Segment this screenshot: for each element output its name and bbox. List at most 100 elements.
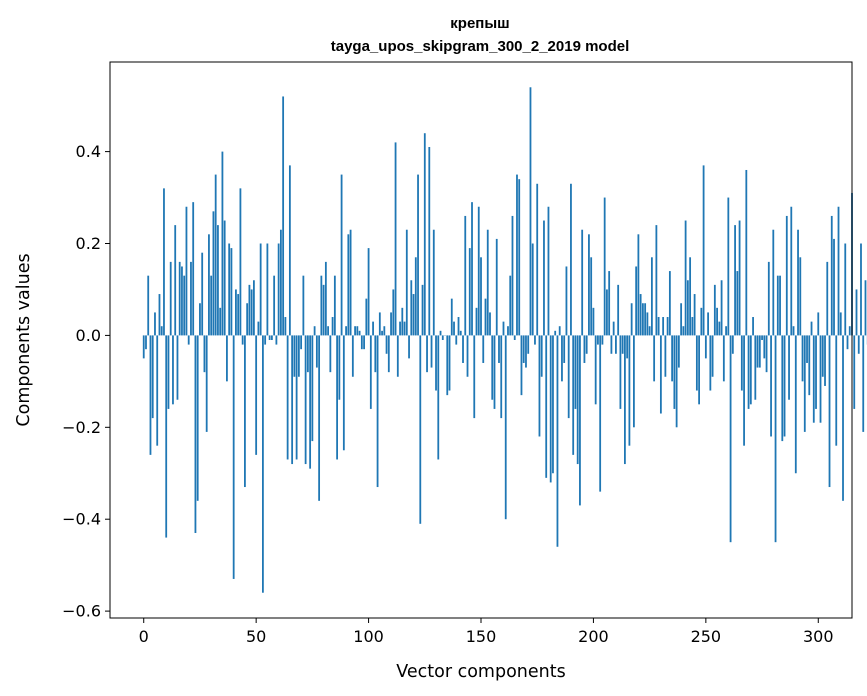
bar-90 (345, 326, 347, 336)
bar-141 (459, 330, 462, 336)
bar-126 (426, 335, 428, 373)
bar-108 (385, 335, 388, 354)
y-tick-label: 0.0 (76, 326, 101, 345)
bar-137 (450, 298, 453, 336)
bar-72 (304, 335, 307, 465)
bar-243 (689, 257, 692, 336)
bar-275 (761, 335, 763, 340)
bar-176 (538, 335, 541, 437)
bar-97 (360, 335, 363, 350)
bar-112 (394, 142, 397, 336)
bar-119 (410, 280, 413, 336)
bar-244 (691, 317, 694, 336)
bar-5 (154, 312, 156, 336)
bar-214 (624, 335, 626, 465)
bar-205 (603, 197, 606, 336)
bar-278 (767, 261, 770, 336)
bar-229 (657, 317, 660, 336)
x-tick-label: 0 (139, 627, 149, 646)
bar-49 (253, 280, 255, 336)
bar-172 (529, 87, 532, 336)
bar-106 (381, 330, 383, 336)
bar-187 (563, 335, 566, 363)
bar-297 (810, 321, 813, 336)
bar-198 (588, 234, 590, 336)
bar-170 (525, 335, 527, 368)
bar-89 (342, 335, 345, 451)
bar-78 (318, 335, 321, 501)
bar-271 (752, 317, 754, 336)
bar-99 (365, 298, 368, 336)
bar-63 (284, 317, 287, 336)
bar-318 (857, 335, 860, 354)
bar-41 (235, 289, 237, 336)
bar-94 (354, 326, 356, 336)
bar-114 (399, 321, 401, 336)
bar-136 (448, 335, 451, 391)
bar-208 (610, 335, 613, 354)
bar-250 (704, 335, 707, 359)
bar-27 (203, 335, 206, 373)
bar-258 (722, 335, 725, 382)
bar-171 (527, 335, 530, 354)
bar-216 (628, 335, 631, 446)
bar-182 (552, 335, 554, 474)
bar-143 (464, 215, 467, 336)
bar-157 (495, 238, 498, 336)
bar-59 (275, 335, 278, 345)
bar-29 (208, 234, 210, 336)
bar-6 (156, 335, 159, 446)
bar-50 (255, 335, 258, 455)
bar-254 (713, 284, 716, 336)
bar-211 (617, 284, 620, 336)
bar-84 (331, 317, 334, 336)
bar-218 (633, 335, 635, 428)
bar-215 (626, 335, 629, 359)
bar-191 (572, 335, 575, 455)
bar-319 (860, 243, 862, 336)
bar-4 (151, 335, 154, 419)
bar-321 (864, 280, 867, 336)
bar-75 (311, 335, 314, 442)
bar-224 (646, 312, 649, 336)
bar-257 (720, 280, 723, 336)
bar-61 (279, 229, 282, 336)
bar-227 (653, 335, 656, 382)
bar-36 (223, 220, 226, 336)
bar-153 (486, 229, 489, 336)
bar-305 (828, 335, 831, 488)
bar-52 (259, 243, 262, 336)
bar-277 (765, 335, 768, 373)
bar-105 (378, 312, 381, 336)
bar-150 (480, 257, 482, 336)
bar-203 (599, 335, 602, 492)
bar-291 (797, 229, 799, 336)
bar-189 (567, 335, 570, 419)
bar-196 (583, 335, 586, 363)
bar-174 (534, 335, 536, 345)
bar-184 (556, 335, 559, 547)
bar-303 (824, 335, 826, 386)
bar-80 (322, 284, 325, 336)
x-tick-label: 250 (691, 627, 722, 646)
bar-266 (740, 335, 743, 391)
bar-104 (376, 335, 379, 488)
bar-48 (250, 289, 253, 336)
bar-241 (684, 220, 687, 336)
bar-154 (489, 312, 491, 336)
bar-121 (414, 257, 417, 336)
bar-66 (291, 335, 294, 465)
bar-188 (565, 266, 568, 336)
bar-22 (192, 202, 195, 336)
bar-298 (812, 335, 815, 423)
bar-295 (806, 335, 808, 363)
bar-144 (466, 335, 469, 377)
bar-76 (313, 326, 316, 336)
bar-17 (181, 266, 183, 336)
bar-39 (230, 248, 233, 336)
bar-194 (579, 335, 581, 506)
bar-25 (199, 303, 201, 336)
bar-195 (581, 229, 584, 336)
bar-286 (785, 215, 788, 336)
bar-169 (522, 335, 525, 363)
